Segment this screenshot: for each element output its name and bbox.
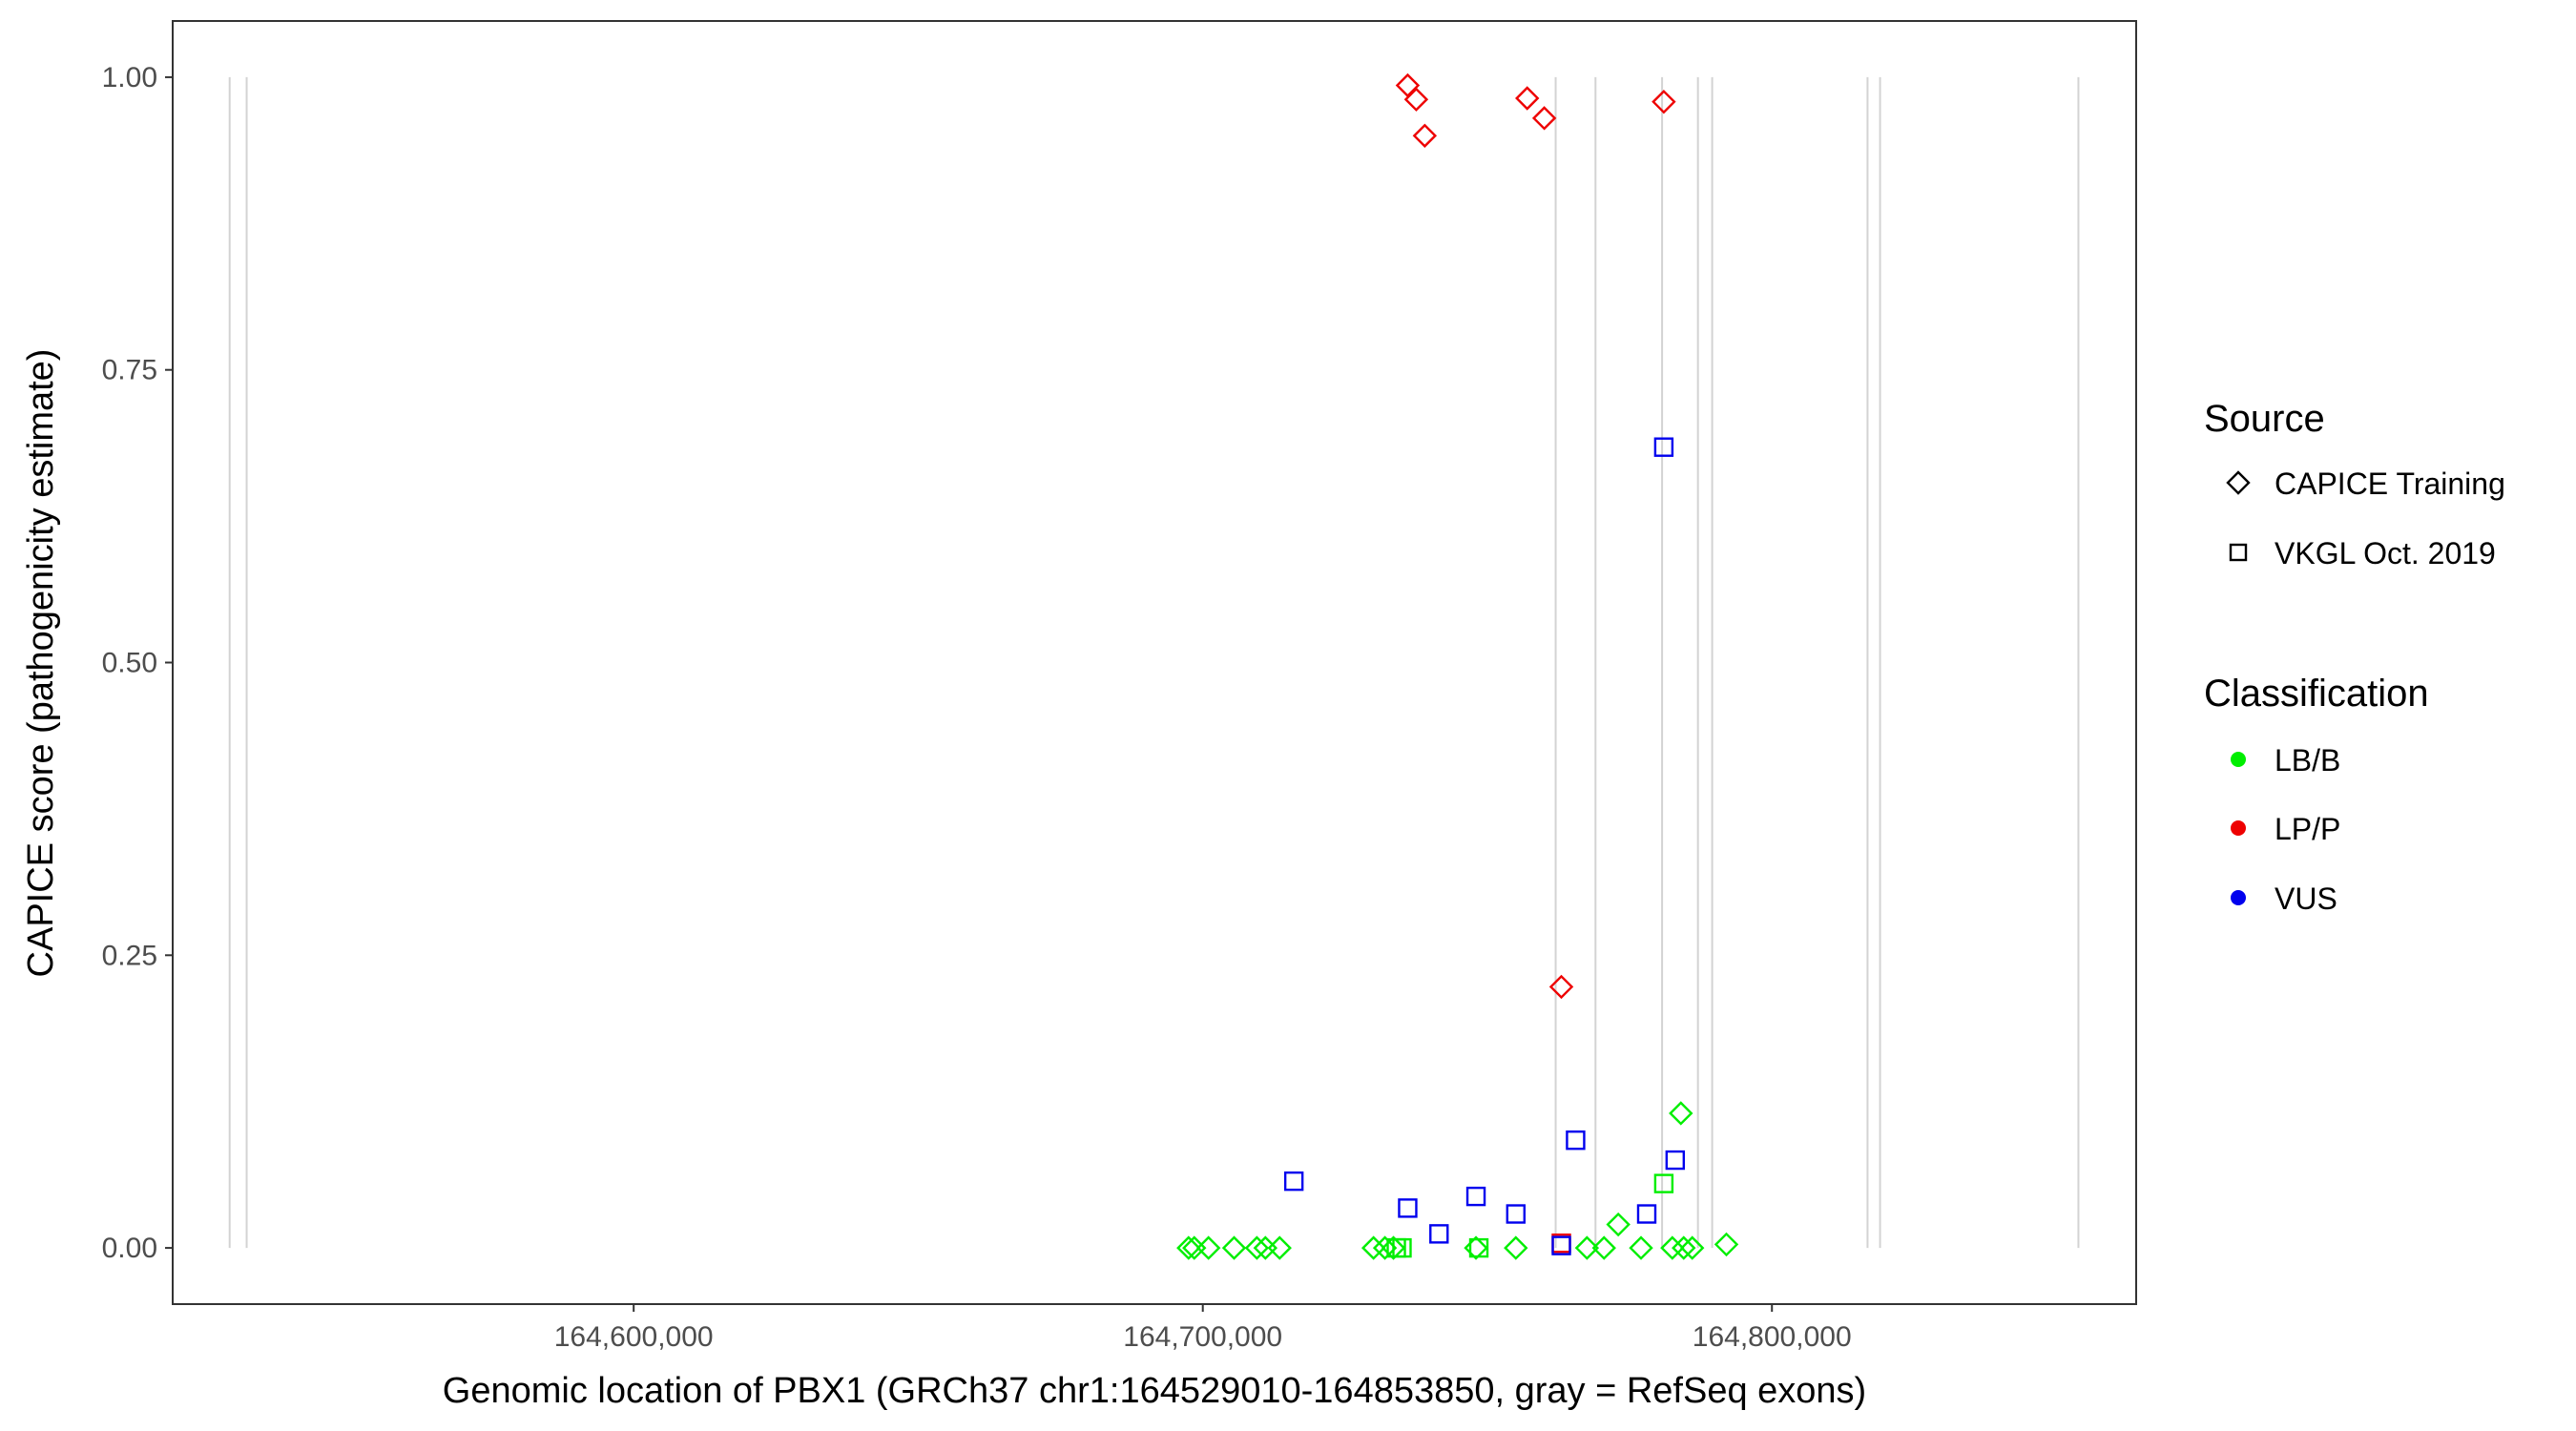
data-point-diamond	[1361, 1235, 1386, 1260]
data-point-square	[1283, 1171, 1304, 1192]
data-point-diamond	[1176, 1235, 1201, 1260]
data-point-diamond	[1381, 1235, 1406, 1260]
y-axis-title: CAPICE score (pathogenicity estimate)	[21, 349, 61, 978]
data-point-diamond	[1195, 1235, 1221, 1260]
x-axis-title: Genomic location of PBX1 (GRCh37 chr1:16…	[443, 1371, 1866, 1411]
legend-label-vus: VUS	[2275, 881, 2337, 916]
y-tick-label: 0.50	[102, 648, 157, 679]
legend-title-source: Source	[2204, 398, 2325, 440]
data-point-diamond	[1629, 1235, 1653, 1260]
data-point-diamond	[1372, 1235, 1398, 1260]
data-point-square	[1653, 1173, 1674, 1193]
data-point-square	[1551, 1235, 1571, 1255]
data-point-diamond	[1464, 1235, 1488, 1260]
data-point-square	[1468, 1237, 1489, 1258]
data-point-diamond	[1714, 1232, 1739, 1257]
x-axis: 164,600,000 164,700,000 164,800,000	[554, 1304, 1852, 1353]
y-tick-label: 0.00	[102, 1233, 157, 1264]
legend-label-vkgl: VKGL Oct. 2019	[2275, 536, 2496, 570]
legend-label-lbb: LB/B	[2275, 743, 2340, 778]
legend-square-icon	[2229, 543, 2248, 562]
exon-lines	[228, 76, 2080, 1249]
x-tick-label: 164,600,000	[554, 1321, 714, 1353]
data-point-diamond	[1244, 1235, 1270, 1260]
legend-diamond-icon	[2226, 470, 2251, 495]
data-point-diamond	[1515, 86, 1540, 111]
legend-dot-lpp	[2231, 820, 2246, 836]
data-point-diamond	[1669, 1101, 1693, 1126]
x-tick-label: 164,700,000	[1123, 1321, 1282, 1353]
data-point-square	[1392, 1237, 1412, 1258]
data-point-diamond	[1606, 1212, 1631, 1237]
data-point-square	[1566, 1130, 1586, 1151]
data-point-diamond	[1660, 1235, 1685, 1260]
data-point-square	[1636, 1204, 1657, 1224]
y-tick-label: 0.75	[102, 355, 157, 386]
data-point-diamond	[1412, 123, 1438, 148]
data-point-square	[1506, 1204, 1526, 1224]
data-point-diamond	[1403, 87, 1429, 112]
data-point-square	[1398, 1198, 1418, 1218]
x-tick-label: 164,800,000	[1693, 1321, 1852, 1353]
data-point-diamond	[1548, 974, 1574, 1000]
data-point-diamond	[1591, 1235, 1616, 1260]
legend: Source CAPICE Training VKGL Oct. 2019 Cl…	[2204, 398, 2505, 916]
legend-title-classification: Classification	[2204, 673, 2429, 715]
legend-label-lpp: LP/P	[2275, 812, 2340, 846]
data-point-diamond	[1531, 106, 1557, 131]
data-point-diamond	[1652, 89, 1676, 114]
data-point-square	[1653, 437, 1674, 457]
data-point-diamond	[1672, 1235, 1696, 1260]
data-point-diamond	[1574, 1235, 1600, 1260]
legend-dot-vus	[2231, 890, 2246, 905]
legend-label-capice-training: CAPICE Training	[2275, 467, 2505, 501]
data-point-square	[1429, 1224, 1449, 1244]
data-point-diamond	[1504, 1235, 1528, 1260]
data-point-diamond	[1221, 1235, 1247, 1260]
data-point-diamond	[1267, 1235, 1292, 1260]
y-tick-label: 1.00	[102, 62, 157, 93]
y-axis: 0.00 0.25 0.50 0.75 1.00	[102, 62, 173, 1264]
legend-dot-lbb	[2231, 752, 2246, 767]
data-point-square	[1465, 1186, 1486, 1207]
data-points	[1176, 73, 1739, 1260]
data-point-square	[1665, 1150, 1686, 1171]
data-point-diamond	[1680, 1235, 1705, 1260]
y-tick-label: 0.25	[102, 940, 157, 971]
